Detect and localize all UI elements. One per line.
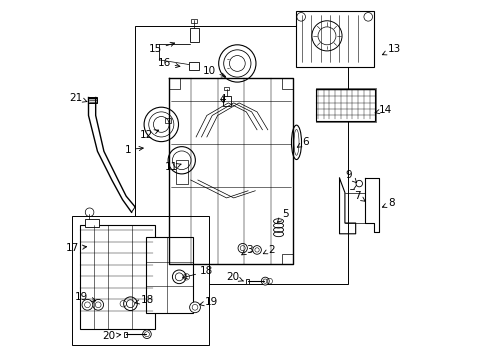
Circle shape bbox=[252, 246, 261, 254]
Bar bbox=[169, 78, 180, 89]
Bar bbox=[123, 332, 126, 337]
Circle shape bbox=[218, 45, 255, 82]
Circle shape bbox=[168, 147, 195, 174]
Bar bbox=[188, 62, 199, 69]
Circle shape bbox=[144, 107, 178, 141]
Text: 18: 18 bbox=[135, 295, 153, 305]
Text: 20: 20 bbox=[225, 272, 243, 282]
Bar bbox=[164, 118, 171, 123]
Bar bbox=[72, 216, 208, 345]
Bar bbox=[85, 219, 99, 226]
Circle shape bbox=[123, 297, 137, 311]
Text: 17: 17 bbox=[66, 243, 86, 253]
Circle shape bbox=[311, 21, 341, 51]
Text: 6: 6 bbox=[297, 138, 308, 147]
Text: 9: 9 bbox=[345, 170, 356, 183]
Bar bbox=[88, 97, 97, 103]
Bar bbox=[169, 253, 180, 264]
Bar bbox=[145, 237, 192, 313]
Bar bbox=[282, 253, 292, 264]
Ellipse shape bbox=[291, 125, 301, 159]
Bar bbox=[316, 89, 375, 121]
Bar bbox=[224, 87, 229, 90]
Text: 3: 3 bbox=[241, 245, 252, 255]
Text: 4: 4 bbox=[219, 94, 225, 104]
Bar bbox=[223, 96, 230, 107]
Circle shape bbox=[93, 300, 103, 310]
Circle shape bbox=[238, 243, 247, 253]
Text: 1: 1 bbox=[124, 144, 143, 154]
Bar bbox=[135, 26, 348, 284]
Bar bbox=[175, 160, 187, 184]
Circle shape bbox=[82, 300, 93, 310]
Text: 5: 5 bbox=[277, 209, 288, 222]
Bar bbox=[80, 225, 155, 329]
Text: 19: 19 bbox=[199, 297, 218, 307]
Text: 20: 20 bbox=[102, 331, 121, 341]
Circle shape bbox=[142, 330, 151, 338]
Text: 19: 19 bbox=[75, 292, 96, 302]
Circle shape bbox=[172, 270, 185, 284]
Bar bbox=[190, 28, 199, 42]
Circle shape bbox=[189, 302, 200, 313]
Bar bbox=[282, 78, 292, 89]
Circle shape bbox=[261, 277, 269, 285]
Text: 15: 15 bbox=[148, 42, 174, 54]
Text: 12: 12 bbox=[140, 130, 158, 140]
Text: 11: 11 bbox=[164, 162, 181, 172]
Text: 21: 21 bbox=[69, 93, 87, 103]
Text: 13: 13 bbox=[382, 44, 400, 55]
Text: 10: 10 bbox=[202, 66, 225, 77]
Bar bbox=[296, 12, 373, 67]
Bar bbox=[315, 88, 375, 122]
Text: 7: 7 bbox=[354, 191, 365, 201]
Bar bbox=[245, 279, 249, 284]
Text: 2: 2 bbox=[263, 245, 274, 255]
Text: 14: 14 bbox=[374, 105, 391, 115]
Text: 8: 8 bbox=[382, 198, 394, 208]
Bar bbox=[191, 19, 197, 23]
Text: 18: 18 bbox=[183, 266, 212, 279]
Text: 16: 16 bbox=[158, 58, 180, 68]
